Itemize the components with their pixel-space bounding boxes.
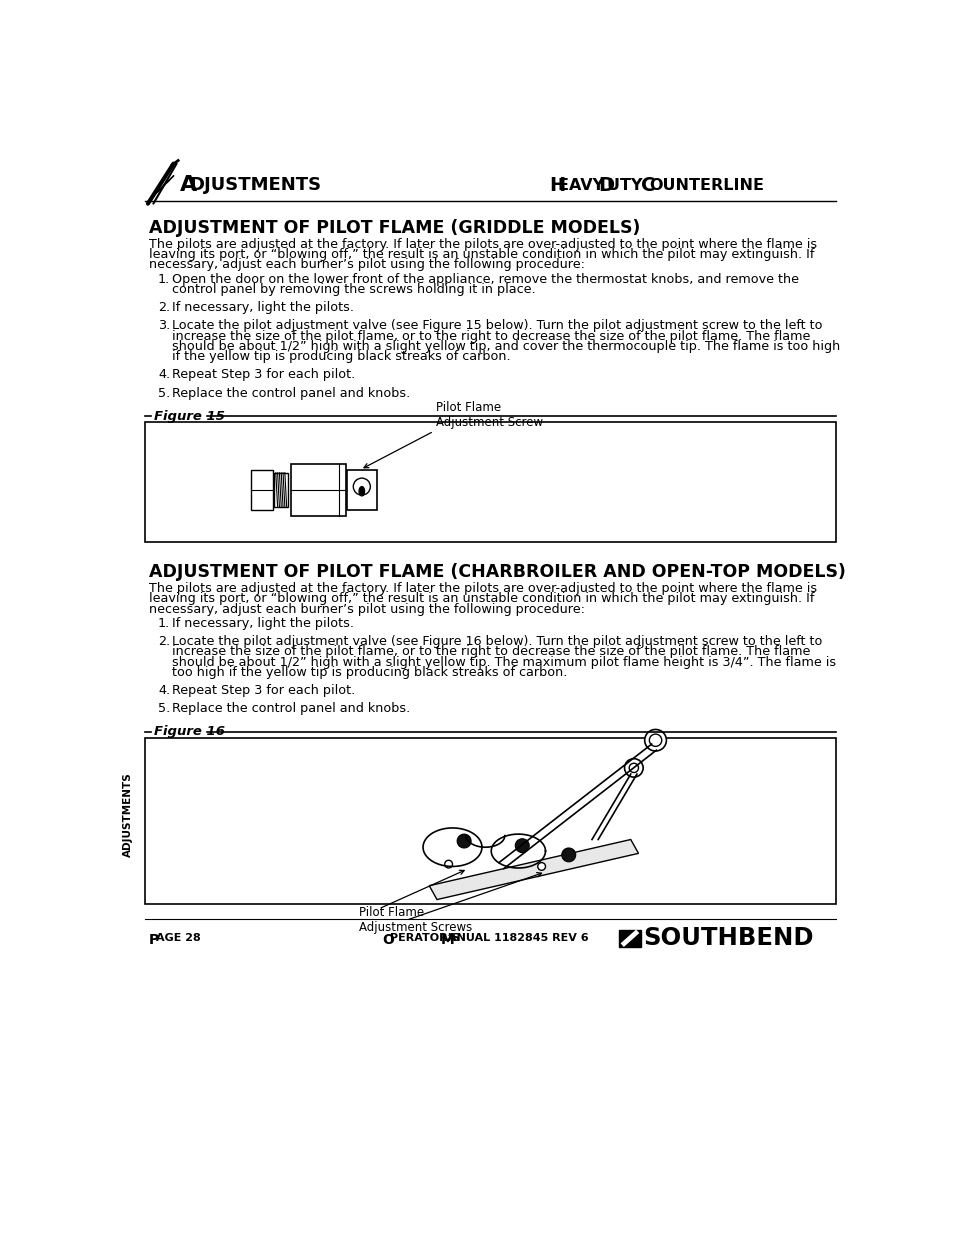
Circle shape: [649, 734, 661, 746]
Text: ANUAL 1182845 REV 6: ANUAL 1182845 REV 6: [447, 932, 588, 942]
Text: H: H: [549, 175, 565, 195]
Text: 1.: 1.: [158, 273, 170, 285]
Text: Pilot Flame
Adjustment Screw: Pilot Flame Adjustment Screw: [436, 401, 543, 429]
Bar: [251, 469, 273, 510]
Bar: [291, 463, 346, 516]
Text: Replace the control panel and knobs.: Replace the control panel and knobs.: [172, 387, 410, 399]
Text: ADJUSTMENT OF PILOT FLAME (GRIDDLE MODELS): ADJUSTMENT OF PILOT FLAME (GRIDDLE MODEL…: [149, 219, 639, 237]
Text: Open the door on the lower front of the appliance, remove the thermostat knobs, : Open the door on the lower front of the …: [172, 273, 798, 285]
Text: control panel by removing the screws holding it in place.: control panel by removing the screws hol…: [172, 283, 535, 296]
Text: The pilots are adjusted at the factory. If later the pilots are over-adjusted to: The pilots are adjusted at the factory. …: [149, 582, 816, 595]
Text: PERATOR’S: PERATOR’S: [390, 932, 463, 942]
Text: increase the size of the pilot flame, or to the right to decrease the size of th: increase the size of the pilot flame, or…: [172, 330, 809, 342]
Text: O: O: [382, 932, 395, 947]
Text: should be about 1/2” high with a slight yellow tip, and cover the thermocouple t: should be about 1/2” high with a slight …: [172, 340, 840, 353]
Text: The pilots are adjusted at the factory. If later the pilots are over-adjusted to: The pilots are adjusted at the factory. …: [149, 237, 816, 251]
Circle shape: [456, 834, 471, 848]
Circle shape: [444, 861, 452, 868]
Text: necessary, adjust each burner’s pilot using the following procedure:: necessary, adjust each burner’s pilot us…: [149, 603, 584, 615]
Text: DJUSTMENTS: DJUSTMENTS: [189, 177, 321, 194]
Text: Figure 16: Figure 16: [154, 725, 225, 739]
Bar: [145, 739, 835, 904]
Text: A: A: [179, 175, 196, 195]
Text: necessary, adjust each burner’s pilot using the following procedure:: necessary, adjust each burner’s pilot us…: [149, 258, 584, 272]
Text: Repeat Step 3 for each pilot.: Repeat Step 3 for each pilot.: [172, 368, 355, 382]
Circle shape: [561, 848, 575, 862]
Text: too high if the yellow tip is producing black streaks of carbon.: too high if the yellow tip is producing …: [172, 666, 567, 679]
Circle shape: [629, 763, 638, 773]
Text: leaving its port, or “blowing off,” the result is an unstable condition in which: leaving its port, or “blowing off,” the …: [149, 592, 813, 605]
Text: EAVY: EAVY: [558, 178, 609, 193]
Text: 5.: 5.: [158, 387, 170, 399]
Circle shape: [515, 839, 529, 852]
Text: SOUTHBEND: SOUTHBEND: [642, 926, 813, 950]
Polygon shape: [429, 840, 638, 899]
Text: 1.: 1.: [158, 616, 170, 630]
Text: Figure 15: Figure 15: [154, 410, 225, 422]
Text: Replace the control panel and knobs.: Replace the control panel and knobs.: [172, 703, 410, 715]
Text: Locate the pilot adjustment valve (see Figure 15 below). Turn the pilot adjustme: Locate the pilot adjustment valve (see F…: [172, 319, 821, 332]
Text: P: P: [149, 932, 159, 947]
Ellipse shape: [358, 487, 364, 496]
Text: increase the size of the pilot flame, or to the right to decrease the size of th: increase the size of the pilot flame, or…: [172, 645, 809, 658]
Text: 3.: 3.: [158, 319, 170, 332]
Text: if the yellow tip is producing black streaks of carbon.: if the yellow tip is producing black str…: [172, 351, 510, 363]
Text: 5.: 5.: [158, 703, 170, 715]
Text: ADJUSTMENTS: ADJUSTMENTS: [123, 772, 132, 857]
Bar: [145, 422, 835, 542]
Bar: [274, 473, 288, 506]
Text: should be about 1/2” high with a slight yellow tip. The maximum pilot flame heig: should be about 1/2” high with a slight …: [172, 656, 835, 668]
Circle shape: [624, 758, 642, 777]
Text: If necessary, light the pilots.: If necessary, light the pilots.: [172, 616, 354, 630]
Text: Repeat Step 3 for each pilot.: Repeat Step 3 for each pilot.: [172, 684, 355, 697]
Text: Pilot Flame
Adjustment Screws: Pilot Flame Adjustment Screws: [359, 906, 473, 935]
Text: 2.: 2.: [158, 301, 170, 314]
Text: ADJUSTMENT OF PILOT FLAME (CHARBROILER AND OPEN-TOP MODELS): ADJUSTMENT OF PILOT FLAME (CHARBROILER A…: [149, 563, 844, 582]
Bar: [347, 469, 376, 510]
Text: UTY: UTY: [606, 178, 647, 193]
Circle shape: [353, 478, 370, 495]
Text: 4.: 4.: [158, 368, 170, 382]
Text: 4.: 4.: [158, 684, 170, 697]
Text: leaving its port, or “blowing off,” the result is an unstable condition in which: leaving its port, or “blowing off,” the …: [149, 248, 813, 261]
Circle shape: [644, 730, 666, 751]
Circle shape: [537, 862, 545, 871]
Text: D: D: [598, 175, 614, 195]
Text: M: M: [440, 932, 455, 947]
Text: AGE 28: AGE 28: [155, 932, 200, 942]
Text: OUNTERLINE: OUNTERLINE: [649, 178, 763, 193]
Text: If necessary, light the pilots.: If necessary, light the pilots.: [172, 301, 354, 314]
Text: 2.: 2.: [158, 635, 170, 648]
Text: Locate the pilot adjustment valve (see Figure 16 below). Turn the pilot adjustme: Locate the pilot adjustment valve (see F…: [172, 635, 821, 648]
Bar: [618, 930, 640, 947]
Text: C: C: [640, 175, 655, 195]
